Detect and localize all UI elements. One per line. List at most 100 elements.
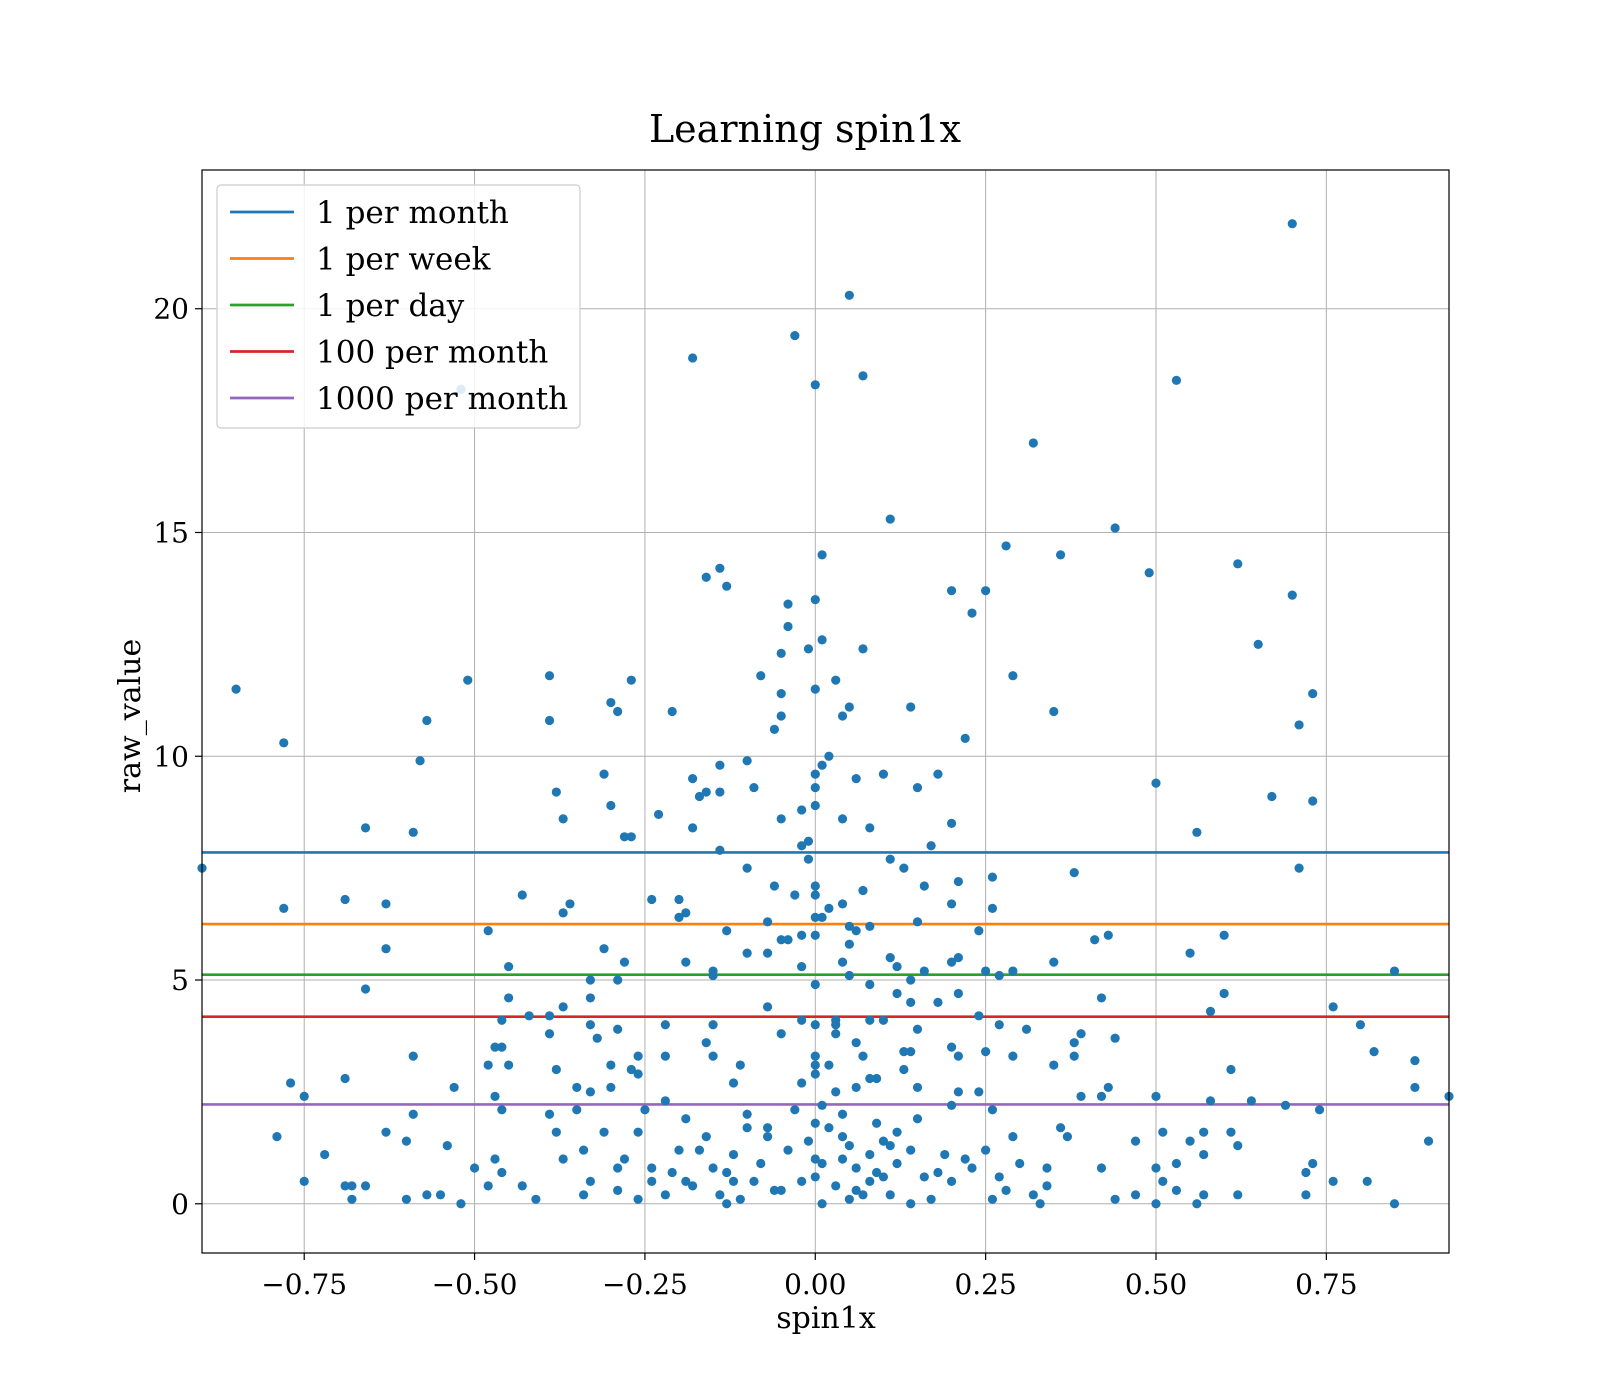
data-point <box>803 644 814 654</box>
data-point <box>647 1176 657 1186</box>
data-point <box>912 917 923 927</box>
data-point <box>953 988 963 999</box>
data-point <box>803 854 814 864</box>
data-point <box>708 970 718 981</box>
data-point <box>953 1087 963 1097</box>
data-point <box>837 957 848 967</box>
data-point <box>981 1145 991 1155</box>
data-point <box>762 1123 773 1133</box>
data-point <box>810 912 820 922</box>
data-point <box>694 1145 705 1155</box>
data-point <box>585 1087 596 1097</box>
data-point <box>865 1149 875 1160</box>
data-point <box>783 1145 793 1155</box>
data-point <box>1362 1176 1372 1186</box>
data-point <box>892 1158 902 1169</box>
data-point <box>633 1194 643 1204</box>
x-tick-label: −0.50 <box>432 1268 518 1301</box>
data-points <box>197 219 1454 1209</box>
data-point <box>728 1176 739 1186</box>
data-point <box>408 1051 418 1061</box>
data-point <box>824 903 834 914</box>
data-point <box>865 921 875 931</box>
data-point <box>769 881 779 891</box>
data-point <box>456 1199 466 1209</box>
data-point <box>851 1163 861 1173</box>
data-point <box>946 899 957 909</box>
data-point <box>1055 550 1066 560</box>
data-point <box>865 979 875 990</box>
data-point <box>810 800 820 811</box>
data-point <box>694 791 705 802</box>
data-point <box>504 961 514 972</box>
data-point <box>878 769 889 779</box>
data-point <box>865 1015 875 1025</box>
data-point <box>1151 778 1161 788</box>
data-point <box>865 1073 875 1084</box>
data-point <box>722 1199 732 1209</box>
data-point <box>551 1064 561 1075</box>
data-point <box>422 715 432 726</box>
data-point <box>1389 966 1400 976</box>
data-point <box>810 930 820 940</box>
data-point <box>653 809 664 820</box>
data-point <box>408 1109 418 1119</box>
data-point <box>667 706 677 717</box>
data-point <box>381 944 391 954</box>
x-tick-label: 0.75 <box>1295 1268 1357 1301</box>
legend-label: 1 per day <box>316 288 465 324</box>
data-point <box>701 572 711 582</box>
data-point <box>1001 1185 1011 1195</box>
y-tick-label: 5 <box>171 964 189 997</box>
data-point <box>633 1127 643 1137</box>
data-point <box>810 769 820 779</box>
data-point <box>360 1181 371 1191</box>
y-tick-label: 15 <box>153 516 189 549</box>
data-point <box>797 841 807 851</box>
data-point <box>831 1020 841 1030</box>
data-point <box>790 330 800 341</box>
data-point <box>797 1078 807 1088</box>
data-point <box>1308 688 1318 699</box>
data-point <box>946 957 957 967</box>
data-point <box>401 1194 412 1204</box>
data-point <box>483 1060 493 1070</box>
data-point <box>749 782 759 793</box>
data-point <box>810 1051 820 1061</box>
data-point <box>708 1051 718 1061</box>
x-axis-label: spin1x <box>776 1301 876 1336</box>
data-point <box>1008 671 1018 681</box>
data-point <box>844 939 854 949</box>
data-point <box>585 975 596 985</box>
data-point <box>797 930 807 940</box>
data-point <box>660 1190 670 1200</box>
x-axis-ticks: −0.75 −0.50 −0.25 0.00 0.25 0.50 0.75 <box>261 1253 1358 1301</box>
data-point <box>1308 796 1318 806</box>
data-point <box>831 675 841 685</box>
data-point <box>762 1132 773 1142</box>
data-point <box>497 1015 507 1025</box>
data-point <box>1294 863 1304 873</box>
data-point <box>1096 1091 1107 1101</box>
data-point <box>817 550 827 560</box>
data-point <box>858 371 868 381</box>
data-point <box>872 1167 882 1178</box>
data-point <box>633 1069 643 1079</box>
data-point <box>626 1064 636 1075</box>
data-point <box>933 1167 943 1178</box>
data-point <box>885 1140 895 1151</box>
data-point <box>953 876 963 887</box>
data-point <box>858 1051 868 1061</box>
data-point <box>953 1051 963 1061</box>
data-point <box>1055 1123 1066 1133</box>
data-point <box>756 1158 766 1169</box>
data-point <box>1294 720 1304 730</box>
data-point <box>320 1149 330 1160</box>
plot-frame <box>201 169 1450 1254</box>
data-point <box>504 993 514 1003</box>
data-point <box>817 1199 827 1209</box>
data-point <box>912 1024 923 1034</box>
data-point <box>987 872 998 882</box>
data-point <box>626 832 636 842</box>
